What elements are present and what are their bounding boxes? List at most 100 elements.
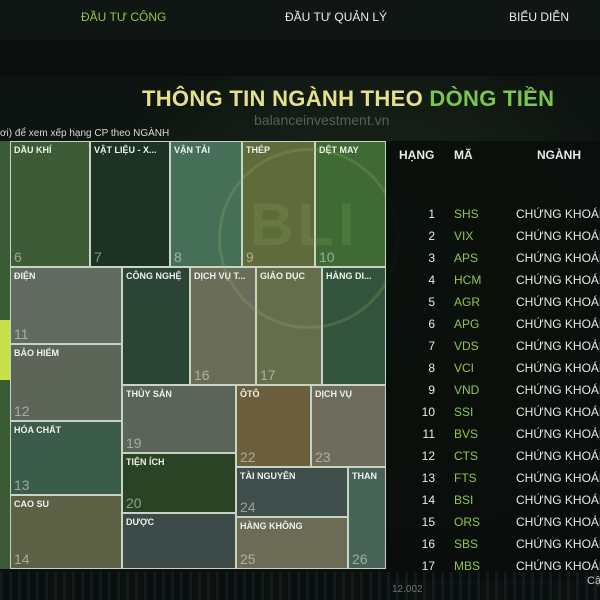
treemap-tile[interactable]: THỦY SẢN 19 [122,385,236,453]
treemap-tile[interactable]: VẬN TẢI 8 [170,141,242,267]
sector-cell: CHỨNG KHOÁN [516,273,600,287]
rank-cell: 2 [428,229,435,243]
table-row[interactable]: 12 CTS CHỨNG KHOÁN [386,449,600,471]
treemap-tile[interactable]: DẦU KHÍ 6 [10,141,90,267]
table-row[interactable]: 8 VCI CHỨNG KHOÁN [386,361,600,383]
stock-code-link[interactable]: ORS [454,515,481,529]
stock-code-link[interactable]: SBS [454,537,479,551]
tile-number: 7 [94,249,102,265]
table-row[interactable]: 6 APG CHỨNG KHOÁN [386,317,600,339]
stock-code-link[interactable]: VIX [454,229,474,243]
table-row[interactable]: 5 AGR CHỨNG KHOÁN [386,295,600,317]
table-row[interactable]: 4 HCM CHỨNG KHOÁN [386,273,600,295]
tile-name: DỊCH VỤ [315,389,353,399]
tile-number: 12 [14,403,30,419]
rank-cell: 10 [421,405,435,419]
table-row[interactable]: 14 BSI CHỨNG KHOÁN [386,493,600,515]
treemap-tile[interactable]: THAN 26 [348,467,386,569]
tile-number: 25 [240,551,256,567]
watermark-text: balanceinvestment.vn [254,112,390,128]
tile-number: 22 [240,449,256,465]
treemap-tile[interactable]: CAO SU 14 [10,495,122,569]
rank-cell: 6 [428,317,435,331]
tile-name: CAO SU [14,499,50,509]
tile-name: TIỆN ÍCH [126,457,165,467]
treemap-tile[interactable]: HÀNG KHÔNG 25 [236,517,348,569]
tile-number: 20 [126,495,142,511]
tile-name: HÀNG KHÔNG [240,521,303,531]
treemap-tile[interactable]: ĐIỆN 11 [10,267,122,344]
stock-code-link[interactable]: APG [454,317,480,331]
stock-code-link[interactable]: BVS [454,427,479,441]
table-row[interactable]: 15 ORS CHỨNG KHOÁN [386,515,600,537]
treemap-tile[interactable]: ÔTÔ 22 [236,385,311,467]
stock-code-link[interactable]: SSI [454,405,474,419]
table-row[interactable]: 1 SHS CHỨNG KHOÁN [386,207,600,229]
table-row[interactable]: 2 VIX CHỨNG KHOÁN [386,229,600,251]
stock-code-link[interactable]: APS [454,251,479,265]
treemap-tile[interactable]: TÀI NGUYÊN 24 [236,467,348,517]
stock-code-link[interactable]: CTS [454,449,478,463]
treemap-highlight-tile[interactable] [0,320,10,380]
stock-code-link[interactable]: VND [454,383,480,397]
sector-cell: CHỨNG KHOÁN [516,229,600,243]
rank-cell: 14 [421,493,435,507]
nav-item-dau-tu-quan-ly[interactable]: ĐẦU TƯ QUẢN LÝ [285,10,388,24]
title-part-3: DÒNG TIỀN [429,86,555,111]
tile-number: 19 [126,435,142,451]
sector-treemap: DẦU KHÍ 6 VẬT LIỆU - X... 7 VẬN TẢI 8 THÉP 9 DỆT… [0,141,386,569]
treemap-tile[interactable]: CÔNG NGHỆ [122,267,190,385]
tile-number: 8 [174,249,182,265]
treemap-tile[interactable]: HÓA CHẤT 13 [10,421,122,495]
tile-name: VẬN TẢI [174,145,210,155]
treemap-tile[interactable]: VẬT LIỆU - X... 7 [90,141,170,267]
instruction-text: ơi) để xem xếp hạng CP theo NGÀNH [0,128,170,139]
tile-name: GIÁO DỤC [260,271,305,281]
rank-cell: 3 [428,251,435,265]
table-row[interactable]: 9 VND CHỨNG KHOÁN [386,383,600,405]
treemap-tile[interactable]: DỆT MAY 10 [315,141,386,267]
treemap-tile[interactable]: DƯỢC [122,513,236,569]
table-row[interactable]: 10 SSI CHỨNG KHOÁN [386,405,600,427]
treemap-tile[interactable]: DỊCH VỤ T... 16 [190,267,256,385]
stock-code-link[interactable]: MBS [454,559,481,573]
sector-cell: CHỨNG KHOÁN [516,207,600,221]
table-row[interactable]: 3 APS CHỨNG KHOÁN [386,251,600,273]
tile-name: HÓA CHẤT [14,425,62,435]
stock-code-link[interactable]: VCI [454,361,475,375]
rank-cell: 7 [428,339,435,353]
rank-cell: 12 [421,449,435,463]
tile-name: DỆT MAY [319,145,359,155]
table-row[interactable]: 11 BVS CHỨNG KHOÁN [386,427,600,449]
rank-cell: 16 [421,537,435,551]
sector-cell: CHỨNG KHOÁN [516,559,600,573]
tile-number: 14 [14,551,30,567]
tile-number: 13 [14,477,30,493]
stock-code-link[interactable]: SHS [454,207,479,221]
header-sector: NGÀNH [537,148,581,162]
tile-name: HÀNG DI... [326,271,372,281]
table-row[interactable]: 17 MBS CHỨNG KHOÁN [386,559,600,581]
stock-code-link[interactable]: HCM [454,273,482,287]
treemap-tile[interactable]: THÉP 9 [242,141,315,267]
stock-code-link[interactable]: VDS [454,339,479,353]
stock-code-link[interactable]: AGR [454,295,481,309]
ranking-table: HẠNG MÃ NGÀNH 1 SHS CHỨNG KHOÁN 2 VIX CHỨNG K… [386,141,600,581]
treemap-tile[interactable]: DỊCH VỤ 23 [311,385,386,467]
treemap-tile[interactable]: TIỆN ÍCH 20 [122,453,236,513]
nav-item-bieu-dien[interactable]: BIỂU DIỄN [509,10,570,24]
rank-cell: 4 [428,273,435,287]
stock-code-link[interactable]: FTS [454,471,477,485]
treemap-tile[interactable]: BẢO HIỂM 12 [10,344,122,421]
sector-cell: CHỨNG KHOÁN [516,537,600,551]
table-row[interactable]: 13 FTS CHỨNG KHOÁN [386,471,600,493]
table-row[interactable]: 16 SBS CHỨNG KHOÁN [386,537,600,559]
tile-number: 24 [240,499,256,515]
nav-item-dau-tu-cong[interactable]: ĐẦU TƯ CÔNG [81,10,167,24]
tile-number: 9 [246,249,254,265]
treemap-tile[interactable]: HÀNG DI... [322,267,386,385]
stock-code-link[interactable]: BSI [454,493,474,507]
table-row[interactable]: 7 VDS CHỨNG KHOÁN [386,339,600,361]
treemap-tile[interactable]: GIÁO DỤC 17 [256,267,322,385]
sector-cell: CHỨNG KHOÁN [516,493,600,507]
